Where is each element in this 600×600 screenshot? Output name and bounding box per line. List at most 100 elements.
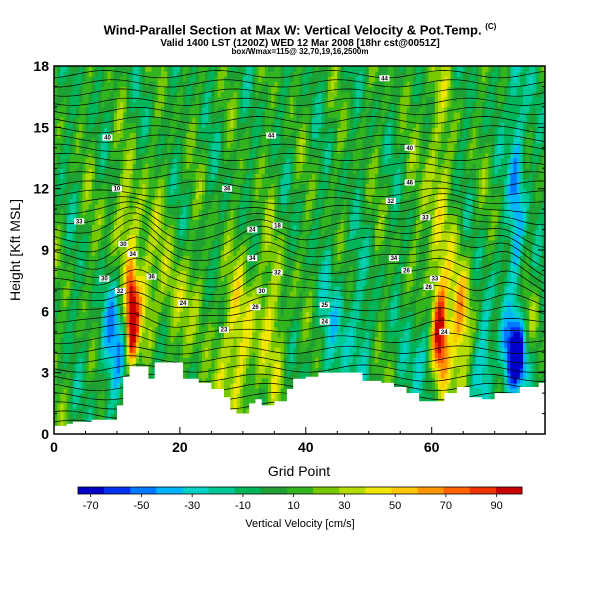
field-cell [371,326,376,333]
field-cell [104,260,109,266]
field-cell [321,347,326,353]
field-cell [60,306,68,312]
field-cell [485,357,489,364]
field-cell [57,357,61,364]
field-cell [183,301,194,307]
field-cell [208,209,219,215]
field-cell [324,188,329,195]
field-cell [261,331,272,338]
field-cell [529,173,534,180]
field-cell [280,301,288,307]
field-cell [167,336,172,343]
field-cell [94,398,99,404]
field-cell [63,362,68,369]
field-cell [321,224,329,231]
field-cell [101,234,105,241]
field-cell [343,326,351,333]
field-cell [425,255,430,261]
field-cell [280,331,285,338]
field-cell [516,285,521,292]
field-cell [113,296,118,302]
field-cell [456,229,461,236]
field-cell [167,198,178,205]
field-cell [264,244,269,251]
field-cell [475,357,486,364]
field-cell [431,285,436,292]
field-cell [179,326,184,333]
field-cell [393,296,398,302]
field-cell [482,306,486,312]
field-cell [428,244,433,251]
field-cell [488,285,496,292]
field-cell [472,183,477,190]
field-cell [135,204,143,210]
field-cell [538,372,543,379]
field-cell [321,173,329,180]
field-cell [419,234,423,241]
field-cell [340,183,345,190]
field-cell [252,234,260,241]
field-cell [400,301,404,307]
field-cell [113,198,118,205]
field-cell [522,183,534,190]
field-cell [434,362,439,369]
field-cell [82,331,90,338]
field-cell [296,255,304,261]
field-cell [415,362,423,369]
field-cell [450,347,458,353]
field-cell [261,280,269,287]
field-cell [387,219,392,226]
field-cell [227,224,234,231]
field-cell [63,265,68,272]
field-cell [135,188,143,195]
field-cell [148,219,153,226]
field-cell [123,301,127,307]
field-cell [346,173,360,180]
field-cell [516,296,521,302]
field-cell [76,260,80,266]
field-cell [120,255,124,261]
field-cell [375,183,379,190]
field-cell [277,214,291,220]
field-cell [296,280,304,287]
field-cell [375,219,379,226]
field-cell [412,326,423,333]
field-cell [475,260,480,266]
field-cell [107,388,112,394]
field-cell [532,290,537,297]
field-cell [286,326,291,333]
field-cell [387,188,392,195]
field-cell [444,260,449,266]
field-cell [138,265,143,272]
field-cell [491,382,496,389]
field-cell [312,209,316,215]
field-cell [475,193,480,200]
field-cell [258,234,263,241]
field-cell [66,326,74,333]
field-cell [330,219,338,226]
field-cell [82,362,87,369]
field-cell [507,347,511,353]
field-cell [54,260,58,266]
field-cell [384,342,398,348]
field-cell [170,260,175,266]
field-cell [161,301,172,307]
field-cell [255,178,263,185]
field-cell [148,285,153,292]
field-cell [318,229,323,236]
field-cell [57,173,61,180]
field-cell [384,234,395,241]
field-cell [330,234,335,241]
field-cell [321,260,326,266]
field-cell [82,398,87,404]
field-cell [393,173,401,180]
field-cell [249,188,253,195]
field-cell [63,168,68,174]
field-cell [142,290,146,297]
field-cell [72,229,77,236]
field-cell [173,260,181,266]
field-cell [145,204,153,210]
field-cell [384,331,389,338]
field-cell [283,285,288,292]
field-cell [192,183,197,190]
